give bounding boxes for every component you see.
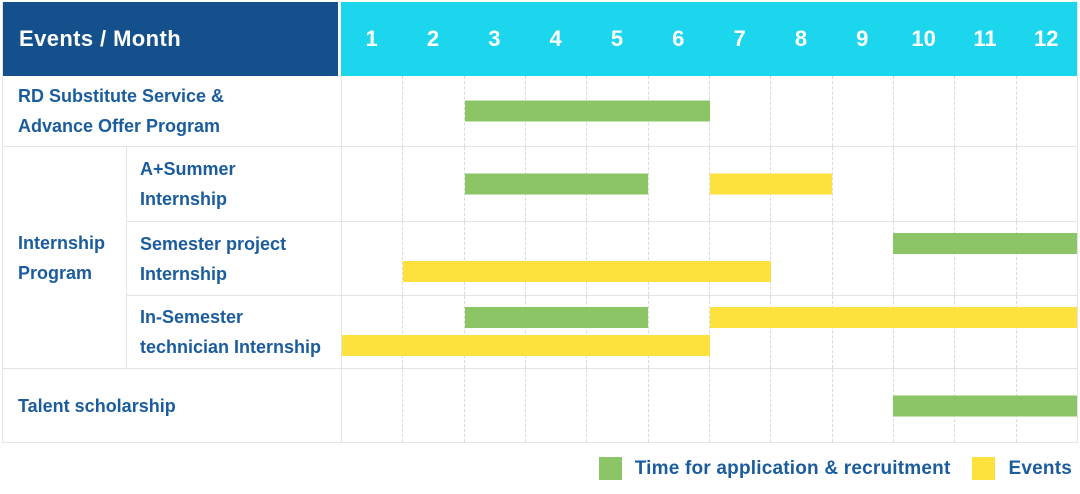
events-month-table: Events / Month 1 2 3 4 5 6 7 8 9 10 11 1…: [2, 2, 1078, 443]
month-label-2: 2: [426, 26, 440, 51]
row-rd-substitute: RD Substitute Service & Advance Offer Pr…: [3, 76, 1077, 146]
table-title: Events / Month: [19, 26, 182, 51]
month-label-9: 9: [856, 26, 869, 51]
green-swatch-icon: [598, 457, 622, 480]
month-gridlines: [342, 222, 1077, 295]
events-bar: [709, 306, 1077, 328]
row-insemester-technician: In-Semester technician Internship: [126, 295, 1077, 368]
month-gridlines: [342, 296, 1077, 368]
table-header-row: Events / Month 1 2 3 4 5 6 7 8 9 10 11 1…: [3, 2, 1077, 76]
row-label-talent-scholarship: Talent scholarship: [18, 395, 176, 416]
month-label-12: 12: [1034, 26, 1059, 51]
month-gridlines: [342, 76, 1077, 146]
gantt-track-insemester-technician: [341, 296, 1077, 368]
row-talent-scholarship: Talent scholarship: [3, 368, 1077, 442]
group-label-internship-program: Internship Program: [18, 232, 106, 283]
recruitment-bar: [464, 173, 649, 195]
gantt-track-aplus-summer: [341, 147, 1077, 221]
row-label-aplus-summer: A+Summer Internship: [126, 147, 341, 221]
month-label-6: 6: [672, 26, 685, 51]
recruitment-bar: [464, 306, 649, 328]
legend-label-events: Events: [1008, 457, 1072, 479]
month-label-11: 11: [973, 26, 997, 51]
events-bar: [342, 334, 710, 356]
gantt-track-talent-scholarship: [341, 369, 1077, 442]
row-aplus-summer: A+Summer Internship: [126, 147, 1077, 221]
recruitment-bar: [464, 100, 710, 122]
gantt-track-rd-substitute: [341, 76, 1077, 146]
month-label-7: 7: [733, 26, 746, 51]
month-label-5: 5: [610, 26, 624, 51]
chart-legend: Time for application & recruitment Event…: [2, 457, 1078, 480]
month-label-8: 8: [794, 26, 808, 51]
row-semester-project: Semester project Internship: [126, 221, 1077, 295]
month-label-4: 4: [549, 26, 562, 51]
events-month-header-cell: Events / Month: [3, 2, 341, 76]
legend-item-events: Events: [972, 457, 1072, 480]
events-bar: [709, 173, 832, 195]
month-label-1: 1: [365, 26, 378, 51]
group-internship-program: Internship Program A+Summer Internship: [3, 146, 1077, 368]
yellow-swatch-icon: [972, 457, 996, 480]
row-label-rd-substitute: RD Substitute Service & Advance Offer Pr…: [18, 86, 225, 136]
gantt-track-semester-project: [341, 222, 1077, 295]
month-label-3: 3: [488, 26, 501, 51]
row-label-insemester-technician: In-Semester technician Internship: [126, 296, 341, 368]
month-label-10: 10: [911, 26, 936, 51]
events-bar: [403, 261, 771, 283]
recruitment-bar: [893, 395, 1077, 416]
month-header-strip: 1 2 3 4 5 6 7 8 9 10 11 12: [341, 2, 1077, 76]
legend-label-recruitment: Time for application & recruitment: [634, 457, 951, 479]
legend-item-recruitment: Time for application & recruitment: [598, 457, 951, 480]
row-label-semester-project: Semester project Internship: [126, 222, 341, 295]
recruitment-bar: [893, 232, 1077, 254]
